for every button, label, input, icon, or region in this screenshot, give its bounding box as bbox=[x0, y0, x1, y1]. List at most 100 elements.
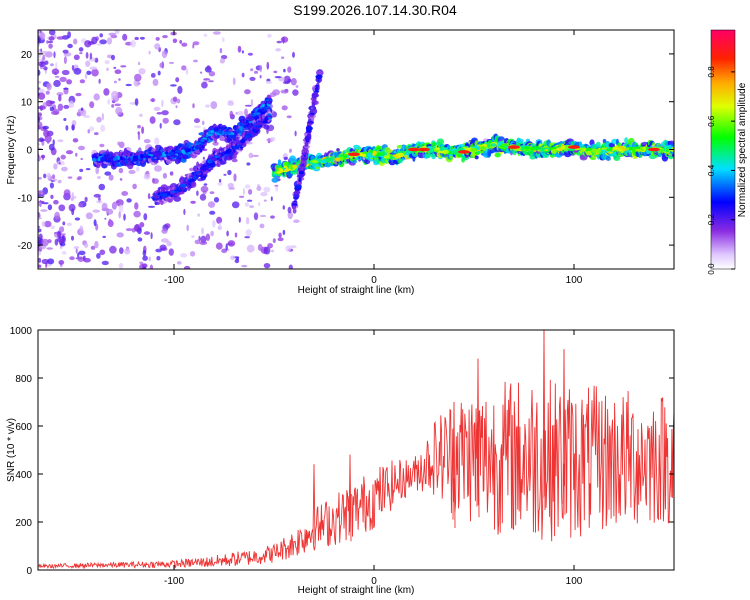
spectral-core bbox=[154, 152, 159, 158]
colorbar-tick-label: 0.6 bbox=[707, 115, 716, 127]
noise-blob bbox=[84, 242, 89, 249]
noise-blob bbox=[119, 247, 124, 255]
spectral-core bbox=[435, 147, 440, 150]
spectral-core bbox=[175, 186, 180, 190]
spectral-core bbox=[389, 155, 393, 161]
spectral-core bbox=[97, 157, 101, 162]
spectral-core bbox=[362, 153, 366, 158]
noise-blob bbox=[201, 81, 208, 89]
x-tick-label: 100 bbox=[566, 576, 583, 587]
noise-blob bbox=[157, 70, 161, 76]
figure-title: S199.2026.107.14.30.R04 bbox=[293, 2, 457, 18]
noise-blob bbox=[248, 189, 253, 195]
noise-blob bbox=[133, 210, 141, 218]
noise-blob bbox=[52, 139, 55, 146]
noise-blob bbox=[147, 205, 156, 208]
noise-blob bbox=[277, 237, 284, 242]
spectral-core bbox=[543, 147, 551, 151]
noise-blob bbox=[50, 225, 56, 230]
spectral-core bbox=[383, 155, 389, 159]
spectral-core bbox=[261, 104, 265, 108]
noise-blob bbox=[46, 172, 51, 180]
noise-blob bbox=[236, 257, 240, 261]
noise-blob bbox=[41, 221, 46, 227]
spectral-core bbox=[202, 164, 208, 168]
noise-blob bbox=[189, 251, 196, 257]
spectral-blob bbox=[219, 160, 227, 165]
noise-blob bbox=[290, 78, 297, 86]
noise-blob bbox=[49, 106, 55, 112]
noise-blob bbox=[116, 232, 124, 238]
noise-blob bbox=[45, 100, 53, 107]
noise-blob bbox=[200, 71, 203, 74]
noise-blob bbox=[39, 105, 46, 110]
noise-blob bbox=[161, 110, 169, 116]
noise-blob bbox=[85, 60, 91, 67]
noise-blob bbox=[58, 204, 66, 212]
noise-blob bbox=[270, 196, 273, 201]
noise-blob bbox=[123, 213, 126, 221]
noise-blob bbox=[192, 41, 200, 46]
snr-peak bbox=[349, 454, 352, 542]
noise-blob bbox=[77, 256, 85, 263]
noise-blob bbox=[125, 83, 132, 87]
spectral-core bbox=[257, 124, 261, 129]
noise-blob bbox=[93, 209, 98, 213]
spectral-core bbox=[392, 154, 397, 158]
noise-blob bbox=[213, 197, 220, 203]
y-tick-label: 0 bbox=[26, 566, 32, 577]
snr-xlabel: Height of straight line (km) bbox=[298, 585, 415, 596]
spectral-core bbox=[140, 153, 144, 159]
noise-blob bbox=[79, 168, 84, 173]
noise-blob bbox=[47, 204, 53, 211]
noise-blob bbox=[179, 40, 183, 44]
spectral-core bbox=[533, 145, 540, 151]
spectral-core bbox=[634, 148, 641, 152]
snr-peak bbox=[453, 401, 456, 529]
noise-blob bbox=[208, 80, 214, 83]
noise-blob bbox=[71, 64, 75, 71]
noise-blob bbox=[135, 166, 140, 172]
spectral-core bbox=[585, 150, 593, 156]
noise-blob bbox=[199, 193, 207, 201]
noise-blob bbox=[59, 76, 67, 83]
noise-blob bbox=[258, 202, 261, 206]
noise-blob bbox=[266, 61, 270, 70]
noise-blob bbox=[180, 253, 188, 258]
spectral-core bbox=[642, 146, 647, 151]
spectral-core bbox=[137, 156, 141, 160]
spectral-core bbox=[538, 147, 545, 151]
noise-blob bbox=[38, 92, 46, 100]
noise-blob bbox=[114, 30, 120, 34]
spectral-core bbox=[213, 126, 219, 132]
noise-blob bbox=[220, 55, 228, 60]
spectral-core bbox=[179, 183, 187, 188]
noise-blob bbox=[78, 47, 84, 52]
noise-blob bbox=[85, 212, 93, 220]
noise-blob bbox=[50, 194, 54, 199]
spectral-blob bbox=[160, 200, 164, 205]
noise-blob bbox=[156, 255, 161, 261]
noise-blob bbox=[263, 246, 271, 255]
noise-blob bbox=[41, 238, 49, 247]
noise-blob bbox=[63, 56, 67, 65]
spectral-core bbox=[185, 148, 192, 153]
noise-blob bbox=[51, 68, 60, 75]
noise-blob bbox=[245, 217, 250, 225]
noise-blob bbox=[48, 43, 53, 49]
spectral-core bbox=[340, 156, 344, 162]
spectral-core bbox=[304, 142, 309, 147]
noise-blob bbox=[263, 199, 267, 202]
noise-blob bbox=[282, 205, 285, 210]
x-tick-label: -100 bbox=[164, 275, 184, 286]
noise-blob bbox=[109, 245, 117, 254]
noise-blob bbox=[83, 114, 90, 119]
noise-blob bbox=[42, 202, 49, 205]
noise-blob bbox=[134, 224, 140, 232]
noise-blob bbox=[143, 231, 151, 235]
noise-blob bbox=[159, 244, 167, 251]
noise-blob bbox=[59, 242, 66, 247]
noise-blob bbox=[38, 58, 42, 63]
spectrogram-xlabel: Height of straight line (km) bbox=[298, 285, 415, 296]
noise-blob bbox=[247, 52, 253, 56]
